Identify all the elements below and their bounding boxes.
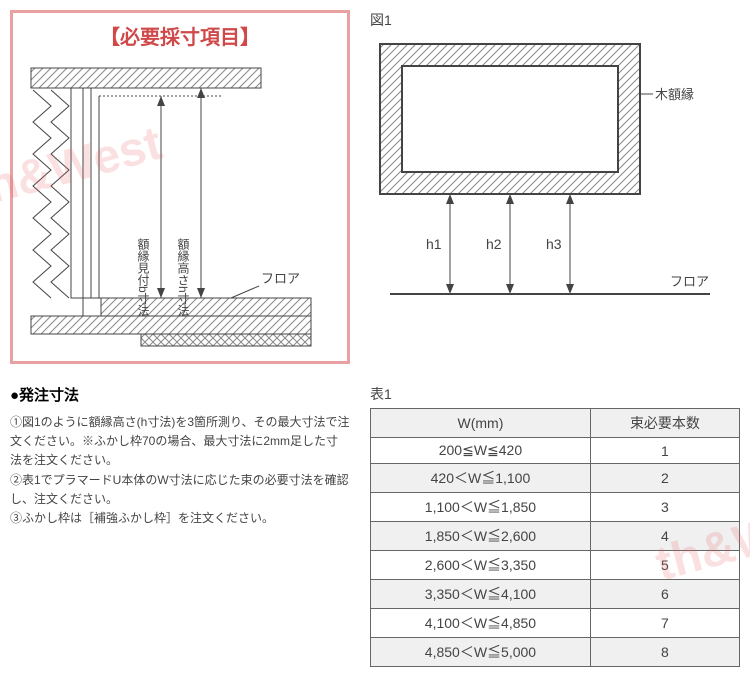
table-cell: 3,350＜W≦4,100	[371, 580, 591, 609]
dim-h-label: 額縁高さh寸法	[176, 238, 190, 317]
h3-label: h3	[546, 236, 562, 252]
order-item-2: ②表1でプラマードU本体のW寸法に応じた束の必要寸法を確認し、注文ください。	[10, 471, 350, 509]
spec-table: W(mm) 束必要本数 200≦W≦4201420＜W≦1,10021,100＜…	[370, 408, 740, 667]
page-container: 【必要採寸項目】	[0, 0, 750, 677]
col-w: W(mm)	[371, 409, 591, 438]
table-cell: 4,850＜W≦5,000	[371, 638, 591, 667]
order-item-1: ①図1のように額縁高さ(h寸法)を3箇所測り、その最大寸法で注文ください。※ふか…	[10, 413, 350, 471]
table-row: 4,850＜W≦5,0008	[371, 638, 740, 667]
table-cell: 2,600＜W≦3,350	[371, 551, 591, 580]
cross-section-diagram: フロア 額縁見付b寸法 額縁高さh寸法	[21, 58, 339, 348]
table-row: 2,600＜W≦3,3505	[371, 551, 740, 580]
floor-label-r: フロア	[670, 274, 709, 289]
table-cell: 4	[590, 522, 739, 551]
table-cell: 8	[590, 638, 739, 667]
figure1-panel: 図1 木額縁 フロア h1	[370, 10, 740, 364]
col-count: 束必要本数	[590, 409, 739, 438]
table-row: 1,100＜W≦1,8503	[371, 493, 740, 522]
measurement-panel: 【必要採寸項目】	[10, 10, 350, 364]
order-item-3: ③ふかし枠は［補強ふかし枠］を注文ください。	[10, 509, 350, 528]
table-row: 1,850＜W≦2,6004	[371, 522, 740, 551]
table-cell: 1,850＜W≦2,600	[371, 522, 591, 551]
dim-b-label: 額縁見付b寸法	[136, 238, 150, 317]
table-cell: 1	[590, 438, 739, 464]
table-cell: 6	[590, 580, 739, 609]
h1-label: h1	[426, 236, 442, 252]
table-row: 4,100＜W≦4,8507	[371, 609, 740, 638]
table-cell: 420＜W≦1,100	[371, 464, 591, 493]
table-row: 200≦W≦4201	[371, 438, 740, 464]
table-cell: 2	[590, 464, 739, 493]
table-cell: 5	[590, 551, 739, 580]
table-cell: 200≦W≦420	[371, 438, 591, 464]
bottom-row: ●発注寸法 ①図1のように額縁高さ(h寸法)を3箇所測り、その最大寸法で注文くだ…	[10, 384, 740, 667]
h2-label: h2	[486, 236, 502, 252]
table-cell: 4,100＜W≦4,850	[371, 609, 591, 638]
order-section: ●発注寸法 ①図1のように額縁高さ(h寸法)を3箇所測り、その最大寸法で注文くだ…	[10, 384, 350, 667]
floor-label: フロア	[261, 271, 300, 286]
table-cell: 7	[590, 609, 739, 638]
table-header-row: W(mm) 束必要本数	[371, 409, 740, 438]
frame-label: 木額縁	[655, 87, 694, 102]
order-list: ①図1のように額縁高さ(h寸法)を3箇所測り、その最大寸法で注文ください。※ふか…	[10, 413, 350, 528]
table-row: 3,350＜W≦4,1006	[371, 580, 740, 609]
figure1-title: 図1	[370, 10, 740, 30]
table-title: 表1	[370, 384, 740, 404]
figure1-diagram: 木額縁 フロア h1 h2 h3	[370, 34, 730, 334]
table-cell: 3	[590, 493, 739, 522]
order-title: ●発注寸法	[10, 384, 350, 405]
top-row: 【必要採寸項目】	[10, 10, 740, 364]
table-cell: 1,100＜W≦1,850	[371, 493, 591, 522]
measurement-title: 【必要採寸項目】	[21, 21, 339, 50]
table-section: 表1 W(mm) 束必要本数 200≦W≦4201420＜W≦1,10021,1…	[370, 384, 740, 667]
table-row: 420＜W≦1,1002	[371, 464, 740, 493]
